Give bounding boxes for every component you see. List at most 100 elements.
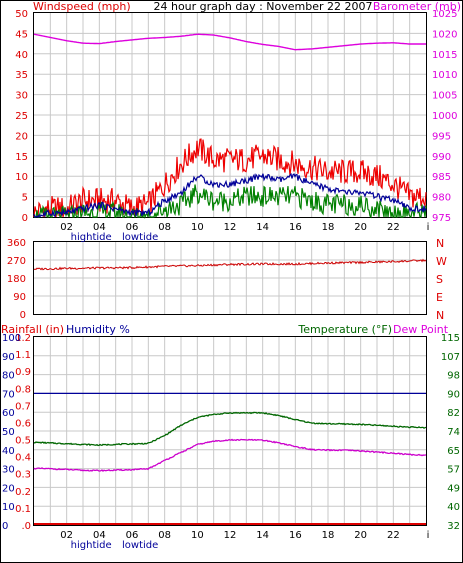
compass-label: W bbox=[436, 255, 447, 268]
humidity-tick-label: 100 bbox=[2, 333, 21, 344]
hightide-label: hightide bbox=[71, 232, 112, 243]
barometer-line bbox=[33, 33, 426, 51]
temperature-tick-label: 107 bbox=[441, 352, 460, 363]
rainfall-tick-label: 0.9 bbox=[15, 367, 31, 378]
windspeed-y-ticks: 0 5 10 15 20 25 30 35 40 45 50 bbox=[15, 9, 28, 224]
temperature-tick-label: 40 bbox=[447, 502, 460, 513]
hour-tick-label: 02 bbox=[60, 530, 73, 541]
panel-frames bbox=[33, 12, 427, 526]
hightide-label: hightide bbox=[71, 540, 112, 551]
hour-tick-label: 14 bbox=[256, 222, 269, 233]
barometer-tick-label: 980 bbox=[432, 193, 451, 204]
humidity-axis-title: Humidity % bbox=[66, 323, 130, 336]
compass-label: N bbox=[436, 309, 444, 322]
windspeed-axis-title: Windspeed (mph) bbox=[33, 0, 131, 13]
hour-tick-label: 18 bbox=[322, 222, 335, 233]
humidity-tick-label: 10 bbox=[2, 502, 15, 513]
windspeed-tick-label: 10 bbox=[15, 172, 28, 183]
windspeed-tick-label: 30 bbox=[15, 91, 28, 102]
dewpoint-line bbox=[33, 438, 426, 472]
rainfall-tick-label: 0.7 bbox=[15, 401, 31, 412]
temperature-axis-title: Temperature (°F) bbox=[297, 323, 392, 336]
windspeed-tick-label: 0 bbox=[22, 213, 28, 224]
top-panel-frame bbox=[33, 12, 427, 218]
direction-y-ticks: 360 270 180 90 0 bbox=[7, 238, 26, 321]
barometer-tick-label: 1000 bbox=[432, 111, 457, 122]
windspeed-tick-label: 15 bbox=[15, 152, 28, 163]
temperature-tick-label: 57 bbox=[447, 465, 460, 476]
wind-direction-line bbox=[33, 258, 427, 271]
barometer-y-ticks: 975 980 985 990 995 1000 1005 1010 1015 1020 1025 bbox=[432, 9, 457, 224]
hour-tick-label: 06 bbox=[126, 530, 139, 541]
humidity-tick-label: 90 bbox=[2, 352, 15, 363]
rainfall-tick-label: 0.6 bbox=[15, 418, 31, 429]
direction-tick-label: 360 bbox=[7, 238, 26, 249]
barometer-tick-label: 1010 bbox=[432, 70, 457, 81]
bottom-series bbox=[33, 392, 427, 525]
rainfall-tick-label: 0.1 bbox=[15, 504, 31, 515]
bottom-panel-frame bbox=[33, 336, 427, 526]
windspeed-tick-label: 45 bbox=[15, 29, 28, 40]
humidity-y-ticks: 0 10 20 30 40 50 60 70 80 90 100 bbox=[2, 333, 21, 532]
barometer-tick-label: 995 bbox=[432, 131, 451, 142]
wind-low-line bbox=[34, 184, 427, 220]
chart-title: 24 hour graph day : November 22 2007 bbox=[153, 0, 372, 13]
windspeed-tick-label: 5 bbox=[22, 193, 28, 204]
top-x-axis: 02 04 06 08 10 12 14 16 18 20 22 i hightide lowtide bbox=[60, 222, 429, 243]
rainfall-tick-label: 1.1 bbox=[15, 350, 31, 361]
humidity-tick-label: 20 bbox=[2, 483, 15, 494]
windspeed-tick-label: 50 bbox=[15, 9, 28, 20]
rainfall-tick-label: 1.2 bbox=[15, 333, 31, 344]
middle-panel-frame bbox=[33, 241, 427, 315]
rainfall-tick-label: 0.4 bbox=[15, 453, 31, 464]
hour-tick-label: 04 bbox=[93, 530, 106, 541]
hour-tick-label: 20 bbox=[354, 530, 367, 541]
temperature-tick-label: 98 bbox=[447, 371, 460, 382]
barometer-tick-label: 975 bbox=[432, 213, 451, 224]
barometer-tick-label: 985 bbox=[432, 172, 451, 183]
hour-tick-label: 18 bbox=[322, 530, 335, 541]
hour-tick-label: 16 bbox=[289, 530, 302, 541]
humidity-tick-label: 50 bbox=[2, 427, 15, 438]
compass-label: E bbox=[436, 291, 443, 304]
middle-series bbox=[33, 258, 427, 271]
end-tick-label: i bbox=[427, 222, 430, 233]
windspeed-tick-label: 40 bbox=[15, 50, 28, 61]
hour-tick-label: 04 bbox=[93, 222, 106, 233]
middle-grid bbox=[34, 242, 426, 314]
humidity-tick-label: 40 bbox=[2, 446, 15, 457]
bottom-grid bbox=[34, 337, 426, 525]
lowtide-label: lowtide bbox=[122, 540, 158, 551]
barometer-axis-title: Barometer (mb) bbox=[373, 0, 461, 13]
rainfall-tick-label: 0.3 bbox=[15, 470, 31, 481]
hour-tick-label: 22 bbox=[387, 222, 400, 233]
barometer-tick-label: 1005 bbox=[432, 91, 457, 102]
direction-tick-label: 180 bbox=[7, 274, 26, 285]
temperature-tick-label: 65 bbox=[447, 446, 460, 457]
hour-tick-label: 08 bbox=[158, 530, 171, 541]
hour-tick-label: 22 bbox=[387, 530, 400, 541]
hour-tick-label: 10 bbox=[191, 530, 204, 541]
hour-tick-label: 06 bbox=[126, 222, 139, 233]
temperature-tick-label: 74 bbox=[447, 427, 460, 438]
hour-tick-label: 14 bbox=[256, 530, 269, 541]
windspeed-tick-label: 25 bbox=[15, 111, 28, 122]
rainfall-tick-label: 0.5 bbox=[15, 436, 31, 447]
humidity-tick-label: 0 bbox=[2, 521, 8, 532]
humidity-tick-label: 60 bbox=[2, 408, 15, 419]
hour-tick-label: 12 bbox=[224, 222, 237, 233]
humidity-tick-label: 80 bbox=[2, 371, 15, 382]
rainfall-tick-label: 0.2 bbox=[15, 487, 31, 498]
top-series bbox=[33, 33, 427, 220]
rainfall-axis-title: Rainfall (in) bbox=[1, 323, 64, 336]
wind-average-line bbox=[33, 172, 427, 218]
wind-gust-line bbox=[33, 138, 427, 218]
barometer-tick-label: 1025 bbox=[432, 9, 457, 20]
dewpoint-axis-title: Dew Point bbox=[393, 323, 449, 336]
temperature-tick-label: 32 bbox=[447, 521, 460, 532]
rainfall-tick-label: .0 bbox=[21, 521, 31, 532]
hour-tick-label: 16 bbox=[289, 222, 302, 233]
windspeed-tick-label: 20 bbox=[15, 131, 28, 142]
barometer-tick-label: 1020 bbox=[432, 29, 457, 40]
hour-tick-label: 20 bbox=[354, 222, 367, 233]
